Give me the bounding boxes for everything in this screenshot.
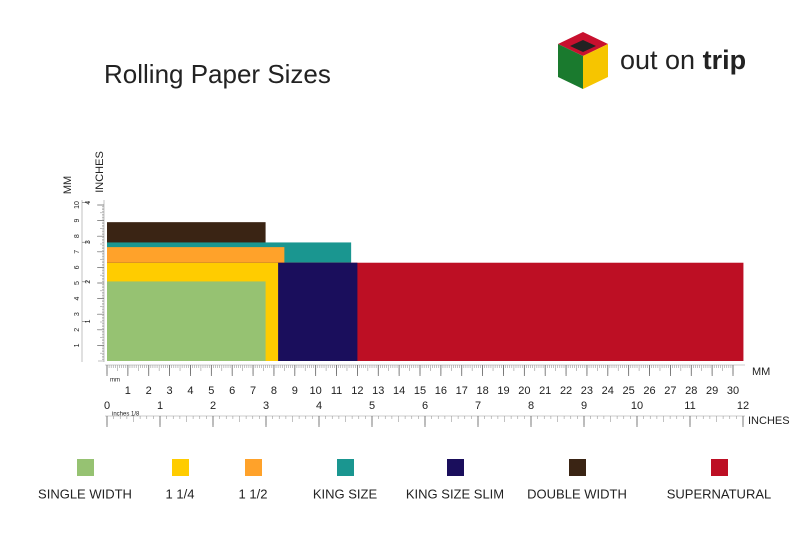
legend-swatch <box>245 459 262 476</box>
x2-tick-label: 4 <box>316 400 322 412</box>
y-tick-label: 6 <box>74 265 81 269</box>
x2-tick-label: 11 <box>684 400 695 412</box>
y-tick-label: 2 <box>74 328 81 332</box>
x-tick-label: 24 <box>602 385 614 397</box>
logo-prefix: out on <box>620 45 695 75</box>
x-tick-label: 14 <box>393 385 405 397</box>
legend-swatch <box>77 459 94 476</box>
legend-label: KING SIZE <box>313 486 378 501</box>
legend-swatch <box>569 459 586 476</box>
x-tick-label: 6 <box>229 385 235 397</box>
legend-label: 1 1/4 <box>166 486 195 501</box>
x-tick-label: 20 <box>518 385 530 397</box>
logo-bold: trip <box>703 45 747 75</box>
x-tick-label: 8 <box>271 385 277 397</box>
y2-tick-label: 2 <box>85 280 92 284</box>
x-tick-label: 23 <box>581 385 593 397</box>
y-tick-label: 5 <box>74 281 81 285</box>
logo-text: out on trip <box>620 45 746 75</box>
x-tick-label: 28 <box>685 385 697 397</box>
y-axis-label: MM <box>62 176 74 194</box>
chart-title: Rolling Paper Sizes <box>104 59 331 89</box>
x-tick-label: 15 <box>414 385 426 397</box>
x-tick-label: 3 <box>167 385 173 397</box>
y-tick-label: 1 <box>74 343 81 347</box>
x-tick-label: 5 <box>208 385 214 397</box>
x2-unit-note: inches 1/8 <box>112 412 140 418</box>
x2-tick-label: 7 <box>475 400 481 412</box>
x-tick-label: 29 <box>706 385 718 397</box>
x-tick-label: 18 <box>476 385 488 397</box>
x-tick-label: 12 <box>351 385 363 397</box>
x-axis-label: MM <box>752 366 770 378</box>
x-tick-label: 17 <box>456 385 468 397</box>
legend-label: SINGLE WIDTH <box>38 486 132 501</box>
x-tick-label: 7 <box>250 385 256 397</box>
y-tick-label: 8 <box>74 234 81 238</box>
x2-axis-label: INCHES <box>748 415 790 427</box>
x2-tick-label: 5 <box>369 400 375 412</box>
x-tick-label: 4 <box>187 385 193 397</box>
x2-tick-label: 3 <box>263 400 269 412</box>
x-tick-label: 22 <box>560 385 572 397</box>
logo-left <box>558 44 583 89</box>
y2-tick-label: 1 <box>85 319 92 323</box>
y2-axis-label: INCHES <box>94 151 106 193</box>
x2-tick-label: 10 <box>631 400 643 412</box>
x2-tick-label: 1 <box>157 400 163 412</box>
x-tick-label: 19 <box>497 385 509 397</box>
x-tick-label: 16 <box>435 385 447 397</box>
x-tick-label: 30 <box>727 385 739 397</box>
legend-swatch <box>711 459 728 476</box>
x-tick-label: 2 <box>146 385 152 397</box>
logo: out on trip <box>558 32 746 89</box>
legend-swatch <box>447 459 464 476</box>
y2-tick-label: 3 <box>85 240 92 244</box>
paper-rect <box>107 281 266 361</box>
x-tick-label: 25 <box>623 385 635 397</box>
x2-tick-label: 6 <box>422 400 428 412</box>
y-tick-label: 7 <box>74 250 81 254</box>
x-tick-label: 9 <box>292 385 298 397</box>
y-tick-label: 9 <box>74 219 81 223</box>
x-tick-label: 13 <box>372 385 384 397</box>
x2-tick-label: 8 <box>528 400 534 412</box>
legend-label: KING SIZE SLIM <box>406 486 504 501</box>
legend-label: DOUBLE WIDTH <box>527 486 627 501</box>
logo-inner <box>570 40 596 52</box>
legend-label: SUPERNATURAL <box>667 486 772 501</box>
y-tick-label: 10 <box>74 201 81 209</box>
x-tick-label: 27 <box>664 385 676 397</box>
x-tick-label: 10 <box>310 385 322 397</box>
legend-label: 1 1/2 <box>239 486 268 501</box>
x-tick-label: 21 <box>539 385 551 397</box>
y-tick-label: 4 <box>74 297 81 301</box>
x-tick-label: 26 <box>643 385 655 397</box>
legend-swatch <box>337 459 354 476</box>
y2-tick-label: 4 <box>85 201 92 205</box>
ruler <box>81 200 745 425</box>
logo-right <box>583 44 608 89</box>
x2-tick-label: 9 <box>581 400 587 412</box>
x2-tick-label: 2 <box>210 400 216 412</box>
x-unit-note: mm <box>110 378 120 384</box>
x2-tick-label: 0 <box>104 400 110 412</box>
x2-tick-label: 12 <box>737 400 749 412</box>
y-tick-label: 3 <box>74 312 81 316</box>
x-tick-label: 11 <box>331 385 342 397</box>
legend-swatch <box>172 459 189 476</box>
x-tick-label: 1 <box>125 385 131 397</box>
